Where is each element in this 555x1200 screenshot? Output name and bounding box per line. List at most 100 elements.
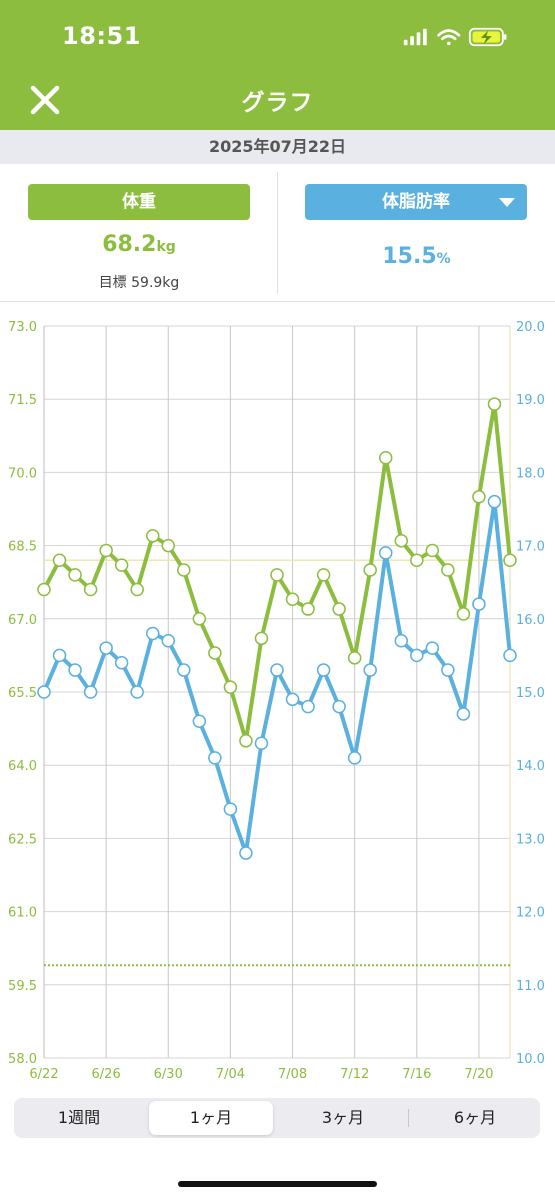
range-selector: 1週間 1ヶ月 3ヶ月 6ヶ月	[14, 1098, 540, 1138]
weight-point	[239, 734, 253, 748]
app-header: グラフ	[0, 72, 555, 130]
body-fat-point	[208, 751, 222, 765]
weight-point	[145, 529, 160, 543]
page-title: グラフ	[241, 90, 314, 116]
body-fat-point	[394, 634, 409, 648]
y-left-tick-label: 58.0	[8, 1052, 37, 1067]
weight-tab[interactable]: 体重	[28, 184, 250, 220]
home-indicator	[178, 1181, 377, 1187]
body-fat-point	[83, 685, 98, 699]
body-fat-point	[254, 736, 269, 750]
weight-point	[177, 563, 191, 577]
x-tick-label: 7/04	[216, 1067, 245, 1082]
body-fat-point	[456, 707, 471, 721]
y-left-tick-label: 68.5	[8, 540, 37, 555]
body-fat-point	[270, 663, 284, 677]
weight-fat-chart[interactable]: 73.0 20.0 71.5 19.0 70.0 18.0 68.5 17.0 67.0 16.0…	[0, 302, 555, 1092]
divider	[277, 172, 278, 294]
body-fat-point	[52, 648, 67, 663]
y-left-tick-label: 64.0	[8, 759, 37, 774]
body-fat-point	[161, 634, 176, 648]
range-tab-3months[interactable]: 3ヶ月	[321, 1108, 365, 1127]
y-right-tick-label: 15.0	[516, 686, 545, 701]
body-fat-point	[114, 655, 129, 670]
close-icon[interactable]	[28, 83, 62, 117]
x-tick-label: 6/26	[92, 1067, 121, 1082]
body-fat-dropdown[interactable]: 体脂肪率	[305, 184, 527, 220]
y-left-tick-label: 73.0	[8, 320, 37, 335]
weight-point	[347, 651, 362, 665]
y-left-tick-label: 70.0	[8, 466, 37, 481]
weight-point	[114, 558, 129, 572]
weight-point	[378, 451, 393, 465]
weight-point	[301, 602, 315, 616]
body-fat-point	[192, 714, 207, 729]
x-tick-label: 6/22	[29, 1067, 58, 1082]
weight-point	[52, 553, 67, 567]
y-right-tick-label: 11.0	[516, 979, 545, 994]
tab-separator	[408, 1109, 409, 1127]
y-left-tick-label: 62.5	[8, 832, 37, 847]
weight-point	[99, 543, 113, 558]
y-left-tick-label: 59.5	[8, 979, 37, 994]
weight-point	[316, 568, 331, 582]
body-fat-point	[410, 648, 424, 663]
body-fat-label: 体脂肪率	[382, 192, 450, 212]
weight-point	[192, 612, 207, 626]
y-right-tick-label: 13.0	[516, 832, 545, 847]
weight-point	[425, 543, 440, 558]
body-fat-number: 15.5	[382, 244, 437, 269]
y-right-tick-label: 10.0	[516, 1052, 545, 1067]
body-fat-series-line	[42, 499, 512, 856]
body-fat-point	[503, 648, 517, 663]
battery-icon	[468, 27, 507, 47]
date-label: 2025年07月22日	[0, 130, 555, 164]
range-tab-1month[interactable]: 1ヶ月	[149, 1101, 273, 1135]
body-fat-point	[223, 802, 238, 816]
y-left-tick-label: 71.5	[8, 393, 37, 408]
body-fat-value: 15.5%	[278, 244, 555, 269]
y-right-tick-label: 18.0	[516, 466, 545, 481]
weight-point	[441, 563, 455, 577]
wifi-icon	[437, 29, 461, 46]
status-icons	[403, 27, 507, 47]
x-tick-label: 7/12	[340, 1067, 369, 1082]
range-tab-1week[interactable]: 1週間	[57, 1108, 101, 1127]
y-left-tick-label: 65.5	[8, 686, 37, 701]
weight-point	[456, 607, 471, 621]
weight-point	[410, 553, 424, 567]
body-fat-point	[177, 663, 191, 677]
weight-point	[161, 538, 176, 553]
body-fat-point	[378, 546, 393, 560]
weight-point	[394, 533, 409, 548]
weight-point	[503, 553, 517, 567]
summary-panel: 体重 体脂肪率 68.2kg 目標 59.9kg 15.5%	[0, 164, 555, 302]
weight-point	[68, 568, 82, 582]
weight-point	[254, 631, 269, 646]
y-left-tick-label: 67.0	[8, 613, 37, 628]
chevron-down-icon	[499, 198, 515, 207]
weight-point	[223, 680, 238, 694]
body-fat-point	[441, 663, 455, 677]
weight-point	[130, 582, 144, 597]
weight-point	[285, 592, 300, 607]
body-fat-point	[145, 626, 160, 641]
x-tick-label: 7/16	[402, 1067, 431, 1082]
body-fat-point	[285, 692, 300, 707]
signal-icon	[403, 28, 427, 46]
x-tick-label: 7/08	[278, 1067, 307, 1082]
y-right-tick-label: 19.0	[516, 393, 545, 408]
weight-point	[487, 397, 502, 411]
body-fat-point	[472, 597, 486, 611]
body-fat-point	[37, 685, 51, 699]
weight-point	[208, 646, 222, 660]
range-tab-6months[interactable]: 6ヶ月	[453, 1108, 497, 1127]
body-fat-point	[99, 641, 113, 655]
body-fat-point	[425, 641, 440, 655]
y-right-tick-label: 14.0	[516, 759, 545, 774]
weight-point	[37, 582, 51, 597]
weight-unit: kg	[156, 239, 176, 255]
y-right-tick-label: 16.0	[516, 613, 545, 628]
y-right-tick-label: 20.0	[516, 320, 545, 335]
y-right-tick-label: 17.0	[516, 540, 545, 555]
